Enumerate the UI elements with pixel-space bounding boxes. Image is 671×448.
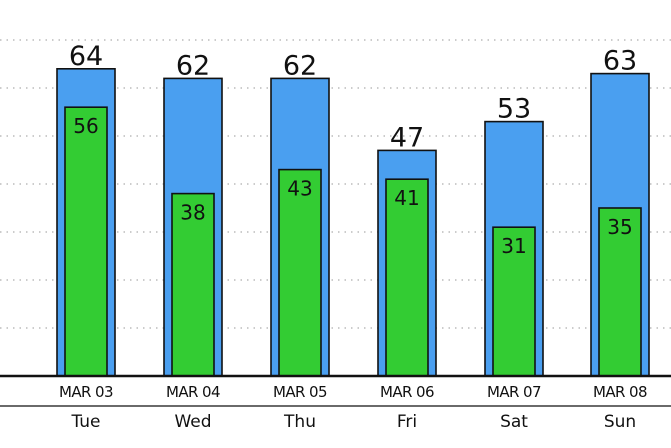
x-tick-day-4: Fri — [397, 412, 417, 432]
bars — [56, 68, 650, 377]
data-label-high-2: 62 — [176, 50, 210, 81]
x-tick-day-1: Tue — [70, 412, 100, 432]
bar-low-5 — [492, 226, 536, 377]
x-tick-day-3: Thu — [283, 412, 316, 432]
data-label-low-3: 43 — [287, 177, 312, 201]
x-tick-date-6: MAR 08 — [593, 383, 647, 401]
data-label-high-4: 47 — [390, 122, 424, 153]
data-label-low-5: 31 — [501, 234, 526, 258]
data-label-low-4: 41 — [394, 186, 419, 210]
x-tick-date-3: MAR 05 — [273, 383, 327, 401]
data-label-high-6: 63 — [603, 46, 637, 77]
data-label-high-3: 62 — [283, 50, 317, 81]
data-label-high-1: 64 — [69, 41, 103, 72]
data-label-low-6: 35 — [607, 215, 632, 239]
data-label-low-2: 38 — [180, 201, 205, 225]
bar-low-1 — [64, 106, 108, 377]
data-label-high-5: 53 — [497, 94, 531, 125]
x-tick-day-2: Wed — [174, 412, 211, 432]
bar-low-4 — [385, 178, 429, 377]
x-tick-day-6: Sun — [604, 412, 636, 432]
x-tick-date-5: MAR 07 — [487, 383, 541, 401]
x-tick-date-1: MAR 03 — [59, 383, 113, 401]
x-tick-date-4: MAR 06 — [380, 383, 434, 401]
x-tick-labels: MAR 03 Tue MAR 04 Wed MAR 05 Thu MAR 06 Fri MAR … — [59, 383, 648, 432]
x-tick-day-5: Sat — [500, 412, 528, 432]
data-label-low-1: 56 — [73, 114, 98, 138]
data-labels: 64 56 62 38 62 43 47 41 53 31 63 35 — [69, 41, 637, 258]
x-tick-date-2: MAR 04 — [166, 383, 220, 401]
